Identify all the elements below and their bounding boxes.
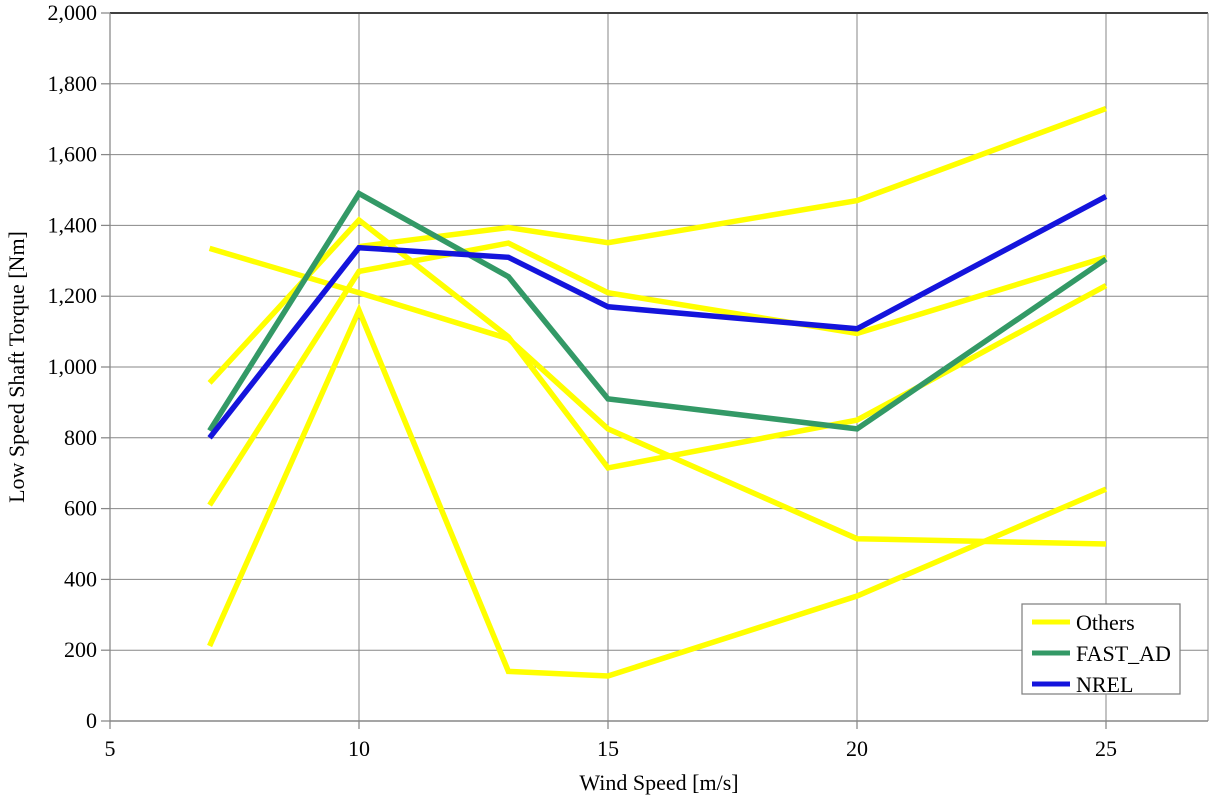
y-tick-label: 1,000	[48, 354, 98, 379]
series-line-fast_ad-6	[207, 189, 1108, 433]
x-tick-label: 15	[597, 736, 619, 761]
x-axis-title: Wind Speed [m/s]	[579, 770, 738, 795]
y-tick-label: 600	[64, 496, 97, 521]
series-line-others-1	[208, 245, 1107, 547]
series-line-nrel-7	[207, 193, 1108, 440]
legend-entry: Others	[1032, 610, 1135, 635]
legend-box	[1021, 603, 1181, 695]
x-tick-label: 5	[105, 736, 116, 761]
series-layer	[207, 106, 1108, 679]
y-tick-label: 2,000	[48, 0, 98, 25]
tick-layer	[101, 12, 1107, 729]
x-tick-label: 20	[846, 736, 868, 761]
y-tick-label: 1,200	[48, 283, 98, 308]
series-line-others-4	[207, 303, 1108, 679]
x-tick-label: 25	[1095, 736, 1117, 761]
legend-entry: NREL	[1032, 672, 1133, 697]
y-tick-label: 800	[64, 425, 97, 450]
y-axis-title: Low Speed Shaft Torque [Nm]	[4, 231, 29, 503]
series-line-others-3	[207, 240, 1107, 507]
legend-label: Others	[1076, 610, 1135, 635]
series-line-others-5	[358, 106, 1107, 250]
legend-label: NREL	[1076, 672, 1133, 697]
legend-entry: FAST_AD	[1032, 641, 1171, 666]
y-tick-label: 0	[86, 708, 97, 733]
x-tick-label: 10	[348, 736, 370, 761]
y-tick-label: 400	[64, 566, 97, 591]
y-tick-label: 1,400	[48, 212, 98, 237]
y-tick-label: 1,800	[48, 71, 98, 96]
legend-label: FAST_AD	[1076, 641, 1171, 666]
y-tick-label: 200	[64, 637, 97, 662]
y-tick-label: 1,600	[48, 142, 98, 167]
tick-label-layer: 5 10 15 20 25 0 200 400 600 800 1,000 1,200 1,400 1,6…	[48, 0, 1118, 761]
legend: Others FAST_AD NREL	[1021, 603, 1181, 697]
